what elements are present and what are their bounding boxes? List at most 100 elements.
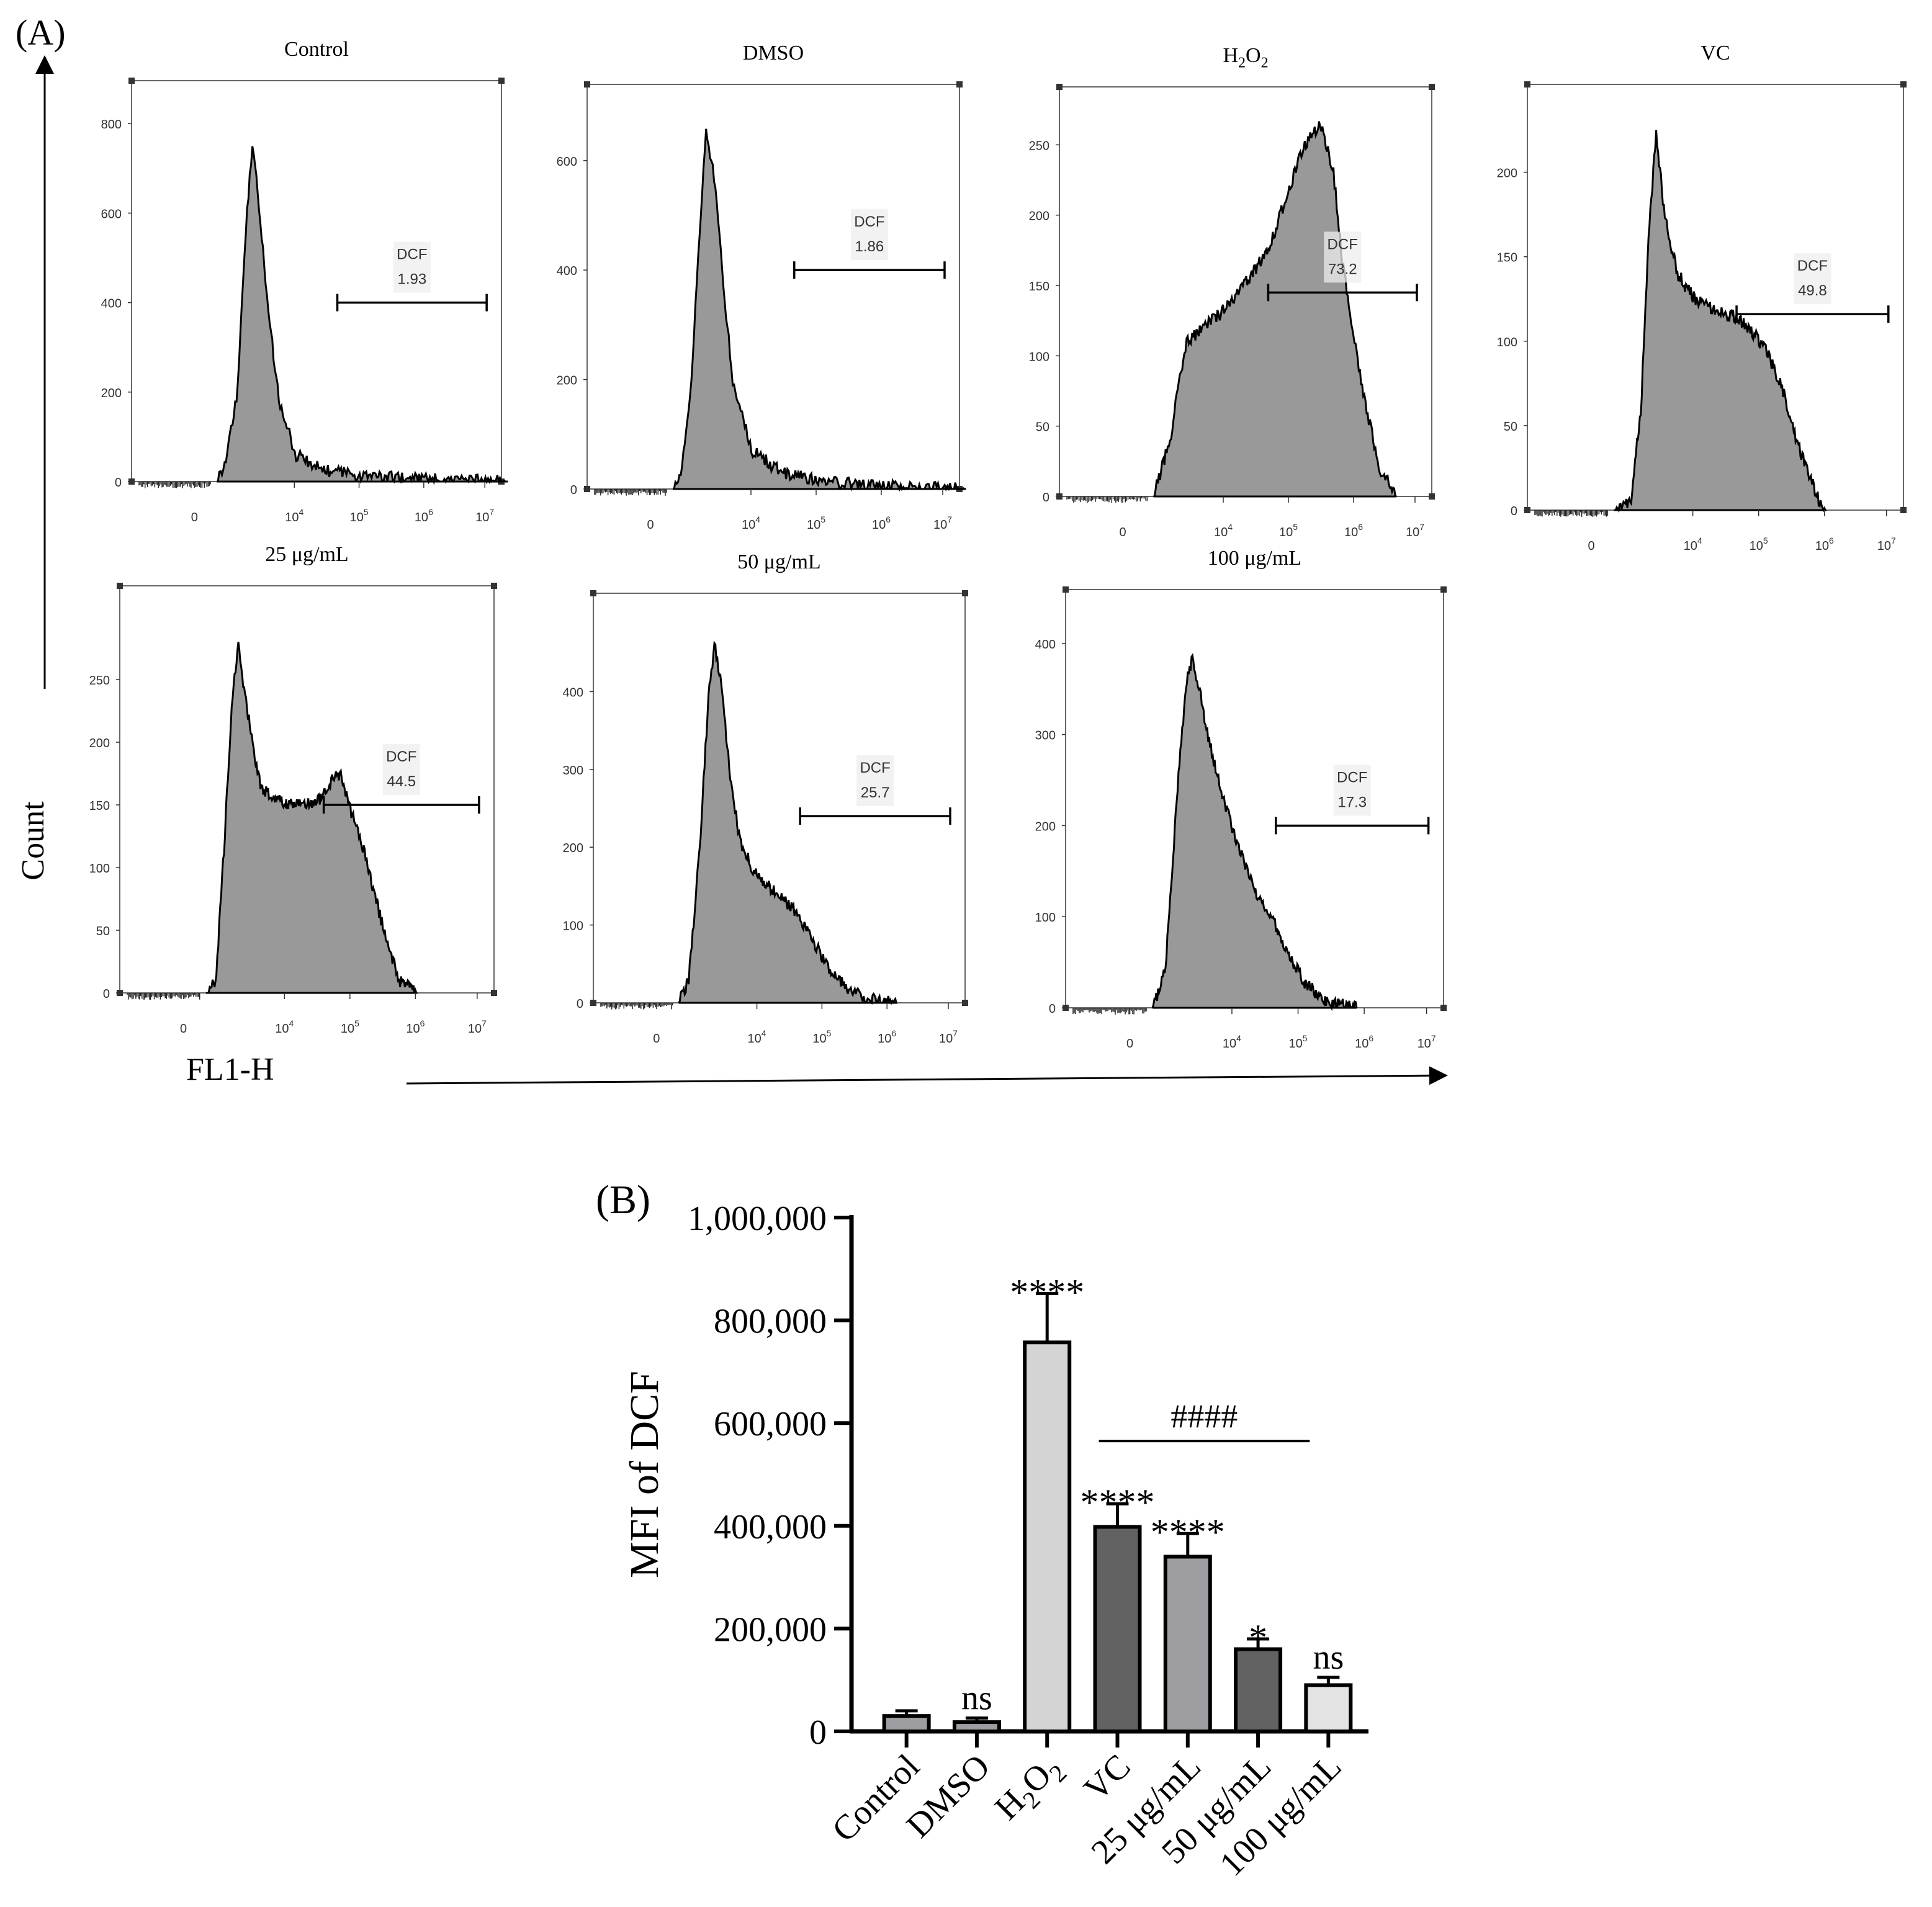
histogram-area — [673, 128, 966, 492]
y-tick-label: 0 — [1049, 1002, 1056, 1016]
x-tick-label: 0 — [191, 511, 198, 524]
histogram-title: VC — [1701, 42, 1730, 65]
x-tick-label: 0 — [653, 1032, 660, 1046]
x-tick-label: 107 — [933, 514, 952, 532]
y-tick-label: 600 — [557, 155, 577, 169]
x-tick-label: 104 — [285, 507, 303, 524]
y-tick-label: 400 — [563, 686, 583, 699]
x-tick-label: 106 — [415, 507, 433, 524]
bar-y-tick-label: 600,000 — [714, 1405, 827, 1443]
y-tick-label: 50 — [1504, 420, 1517, 434]
x-tick-label: 104 — [742, 514, 760, 532]
y-tick-label: 150 — [89, 799, 110, 813]
corner-handle — [956, 81, 963, 87]
bar-y-tick-label: 0 — [809, 1713, 827, 1752]
y-tick-label: 250 — [1029, 139, 1049, 153]
y-tick-label: 400 — [557, 264, 577, 278]
histogram-title: 25 μg/mL — [265, 543, 348, 566]
corner-handle — [1429, 84, 1435, 90]
significance-label: ns — [961, 1679, 992, 1717]
corner-handle — [1440, 586, 1447, 593]
x-tick-label: 104 — [748, 1028, 766, 1046]
x-tick-label: 107 — [1418, 1033, 1436, 1051]
y-tick-label: 0 — [577, 997, 583, 1011]
y-tick-label: 300 — [563, 764, 583, 778]
bar-100-g-ml — [1304, 1683, 1353, 1733]
bar-y-tick-label: 400,000 — [714, 1508, 827, 1546]
y-axis-label: Count — [16, 801, 51, 881]
histogram-h2o2: H2O2 0 50 100 150 200 250 0 104 105 106 107 DCF 73.2 — [1029, 44, 1435, 539]
y-tick-label: 0 — [1511, 505, 1517, 518]
corner-handle — [1900, 81, 1907, 87]
histogram-area — [678, 640, 898, 1005]
x-tick-label: 0 — [1126, 1037, 1133, 1051]
significance-label: **** — [1151, 1512, 1225, 1553]
gate-name: DCF — [1337, 769, 1367, 786]
histogram-control: Control 0 200 400 600 800 0 104 105 106 107 DCF 1.93 — [101, 38, 508, 524]
y-tick-label: 100 — [1029, 350, 1049, 364]
histogram-title: H2O2 — [1223, 44, 1268, 71]
y-tick-label: 600 — [101, 207, 122, 221]
corner-handle — [128, 78, 135, 84]
gate-label-bg — [393, 241, 431, 293]
gate-value: 1.86 — [855, 238, 884, 255]
x-tick-label: 104 — [1684, 536, 1702, 553]
histogram-title: 50 μg/mL — [737, 550, 820, 573]
histogram-25-ug-ml: 25 μg/mL 0 50 100 150 200 250 0 104 105 106 107 DCF 4… — [89, 543, 497, 1036]
corner-handle — [117, 583, 123, 589]
corner-handle — [1900, 507, 1907, 513]
x-axis-label: FL1-H — [186, 1052, 274, 1087]
gate-label-bg — [856, 755, 894, 807]
bar-y-axis-label: MFI of DCF — [622, 1371, 667, 1578]
y-tick-label: 200 — [1035, 820, 1056, 833]
y-tick-label: 250 — [89, 674, 110, 688]
x-tick-label: 106 — [406, 1018, 425, 1036]
x-tick-label: 106 — [1815, 536, 1834, 553]
x-tick-label: 105 — [1279, 522, 1298, 539]
gate-value: 17.3 — [1337, 794, 1367, 810]
corner-handle — [1440, 1005, 1447, 1011]
corner-handle — [584, 81, 590, 87]
y-tick-label: 0 — [103, 987, 110, 1001]
corner-handle — [962, 1000, 968, 1006]
y-tick-label: 150 — [1497, 251, 1517, 265]
x-tick-label: 106 — [878, 1028, 896, 1046]
significance-label: ns — [1313, 1638, 1344, 1677]
significance-label: **** — [1081, 1482, 1155, 1523]
x-tick-label: 107 — [1877, 536, 1896, 553]
y-tick-label: 100 — [563, 920, 583, 933]
corner-handle — [491, 583, 497, 589]
x-tick-label: 105 — [350, 507, 369, 524]
y-tick-label: 400 — [1035, 638, 1056, 652]
y-tick-label: 800 — [101, 118, 122, 132]
panel-a-label: (A) — [16, 12, 66, 53]
bar-y-tick-label: 800,000 — [714, 1303, 827, 1341]
x-tick-label: 107 — [468, 1018, 487, 1036]
x-tick-label: 107 — [475, 507, 494, 524]
y-tick-label: 50 — [96, 925, 110, 938]
gate-name: DCF — [860, 760, 890, 776]
corner-handle — [1063, 586, 1069, 593]
gate-label-bg — [1333, 765, 1371, 816]
x-tick-label: 106 — [872, 514, 891, 532]
bar-category-label: Control — [825, 1747, 927, 1849]
histogram-dmso: DMSO 0 200 400 600 0 104 105 106 107 DCF 1.86 — [557, 42, 966, 532]
y-tick-label: 200 — [563, 841, 583, 855]
y-tick-label: 150 — [1029, 280, 1049, 294]
bar-category-label: H2O2 — [987, 1747, 1072, 1831]
corner-handle — [1524, 81, 1530, 87]
y-tick-label: 300 — [1035, 729, 1056, 743]
corner-handle — [491, 990, 497, 996]
gate-name: DCF — [854, 213, 884, 230]
y-tick-label: 100 — [1497, 336, 1517, 349]
gate-name: DCF — [1797, 258, 1828, 274]
significance-label: * — [1249, 1617, 1267, 1658]
x-tick-label: 105 — [1289, 1033, 1308, 1051]
y-tick-label: 100 — [89, 862, 110, 876]
x-tick-label: 106 — [1355, 1033, 1373, 1051]
histogram-area — [205, 642, 418, 994]
x-tick-label: 107 — [939, 1028, 958, 1046]
y-tick-label: 100 — [1035, 911, 1056, 925]
bar-25-g-ml — [1163, 1555, 1212, 1733]
